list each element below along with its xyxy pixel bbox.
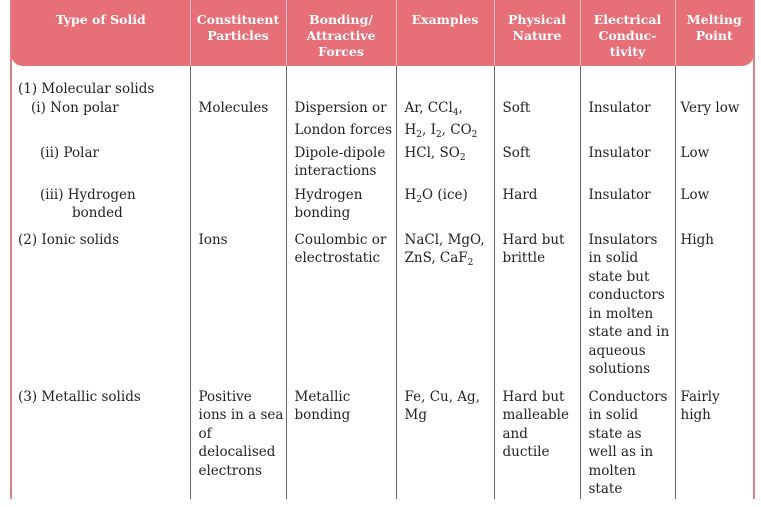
- cell-bonding: Hydrogen bonding: [285, 180, 396, 223]
- cell-particles: Molecules: [189, 66, 286, 140]
- cell-bonding: Coulombic or electrostatic: [285, 222, 396, 379]
- cell-type: (2) Ionic solids: [18, 231, 119, 248]
- cell-bonding: Dipole-dipole interactions: [285, 139, 396, 181]
- cell-conductivity: Insulator: [579, 180, 675, 223]
- table-row-nonpolar: (1) Molecular solids (i) Non polar Molec…: [11, 66, 754, 140]
- header-physical-nature: Physical Nature: [493, 0, 580, 66]
- cell-nature: Hard: [493, 180, 580, 223]
- category-molecular: (1) Molecular solids: [18, 81, 155, 97]
- cell-melting: Fairly high: [674, 378, 754, 499]
- header-constituent-particles: Constituent Particles: [189, 0, 286, 66]
- cell-nature: Hard but malleable and ductile: [493, 378, 580, 499]
- table-row-ionic: (2) Ionic solids Ions Coulombic or elect…: [11, 222, 754, 379]
- header-electrical-conductivity: Electrical Conduc-tivity: [579, 0, 675, 66]
- header-bonding-forces: Bonding/ Attractive Forces: [285, 0, 396, 66]
- type-nonpolar: (i) Non polar: [31, 99, 119, 116]
- cell-particles: Positive ions in a sea of delocalised el…: [189, 378, 286, 499]
- table-body: (1) Molecular solids (i) Non polar Molec…: [11, 66, 754, 499]
- cell-particles: Ions: [189, 222, 286, 379]
- cell-type: (1) Molecular solids (i) Non polar: [11, 66, 190, 140]
- cell-nature: Soft: [493, 66, 580, 140]
- cell-melting: Low: [674, 180, 754, 223]
- cell-conductivity: Conductors in solid state as well as in …: [579, 378, 675, 499]
- cell-examples: Fe, Cu, Ag, Mg: [395, 378, 494, 499]
- cell-melting: Low: [674, 139, 754, 181]
- cell-examples: Ar, CCl4, H2, I2, CO2: [395, 66, 494, 140]
- table-row-polar: (ii) Polar Dipole-dipole interactions HC…: [11, 139, 754, 181]
- cell-particles: [189, 139, 286, 181]
- cell-conductivity: Insulator: [579, 66, 675, 140]
- cell-conductivity: Insulators in solid state but conductors…: [579, 222, 675, 379]
- solids-table: Type of Solid Constituent Particles Bond…: [10, 0, 755, 499]
- cell-conductivity: Insulator: [579, 139, 675, 181]
- cell-bonding: Metallic bonding: [285, 378, 396, 499]
- cell-examples: H2O (ice): [395, 180, 494, 223]
- cell-nature: Soft: [493, 139, 580, 181]
- cell-melting: Very low: [674, 66, 754, 140]
- header-melting-point: Melting Point: [674, 0, 754, 66]
- header-examples: Examples: [395, 0, 494, 66]
- cell-melting: High: [674, 222, 754, 379]
- cell-type: (3) Metallic solids: [18, 388, 141, 405]
- cell-type: (ii) Polar: [40, 144, 99, 161]
- cell-nature: Hard but brittle: [493, 222, 580, 379]
- cell-particles: [189, 180, 286, 223]
- cell-examples: HCl, SO2: [395, 139, 494, 181]
- header-row: Type of Solid Constituent Particles Bond…: [11, 0, 754, 66]
- table-row-hbond: (iii) Hydrogen bonded Hydrogen bonding H2…: [11, 180, 754, 223]
- header-type-of-solid: Type of Solid: [11, 0, 190, 66]
- table-row-metallic: (3) Metallic solids Positive ions in a s…: [11, 378, 754, 499]
- cell-type: (iii) Hydrogen bonded: [40, 186, 136, 222]
- cell-examples: NaCl, MgO, ZnS, CaF2: [395, 222, 494, 379]
- table-header: Type of Solid Constituent Particles Bond…: [11, 0, 754, 66]
- cell-bonding: Dispersion or London forces: [285, 66, 396, 140]
